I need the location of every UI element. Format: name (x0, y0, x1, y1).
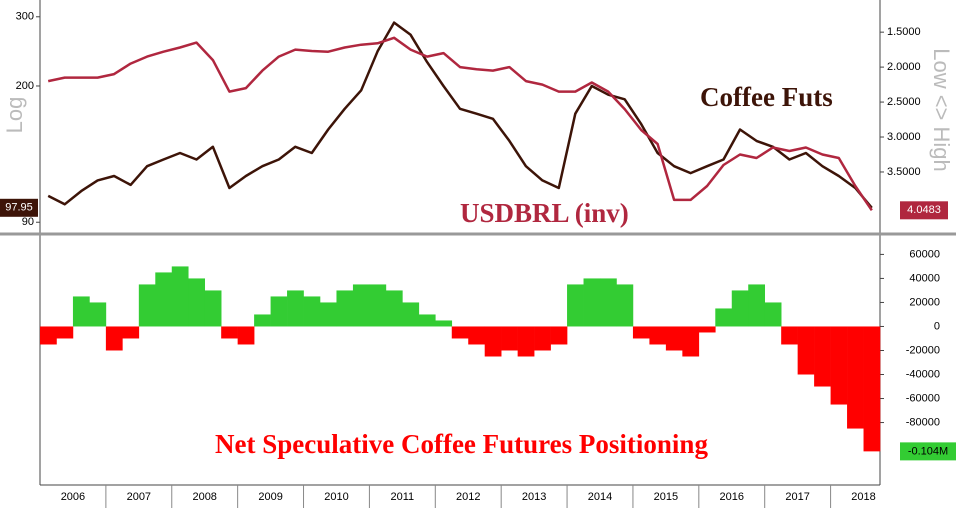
bar (40, 326, 57, 345)
x-tick-label: 2006 (61, 491, 85, 503)
y2-tick-label: 1.5000 (887, 26, 921, 38)
bar (155, 272, 173, 327)
bar (847, 326, 864, 429)
bar (237, 326, 255, 345)
series-line (47, 36, 873, 212)
bar (632, 326, 650, 339)
y-axis-title: Log (2, 97, 27, 134)
bar (105, 326, 123, 351)
bar (468, 326, 486, 345)
bar (138, 284, 156, 327)
bar (385, 290, 403, 327)
last-value-label: -0.104M (908, 445, 948, 457)
bar (501, 326, 518, 351)
x-tick-label: 2015 (654, 491, 678, 503)
bar (764, 302, 782, 327)
x-tick-label: 2013 (522, 491, 546, 503)
bar (402, 302, 420, 327)
x-tick-label: 2012 (456, 491, 480, 503)
bar (814, 326, 831, 387)
x-tick-label: 2017 (785, 491, 809, 503)
bar (72, 296, 90, 327)
x-tick-label: 2018 (851, 491, 875, 503)
bar (781, 326, 798, 345)
y2-tick-label: 2.0000 (887, 61, 921, 73)
bar (649, 326, 667, 345)
bar (320, 302, 337, 327)
x-tick-label: 2016 (720, 491, 744, 503)
bar (435, 320, 453, 327)
bar (418, 314, 436, 327)
bar (583, 278, 601, 327)
bar (600, 278, 617, 327)
x-tick-label: 2008 (192, 491, 216, 503)
y-tick-label: 90 (22, 216, 34, 228)
series-label: Coffee Futs (700, 82, 833, 112)
bar (287, 290, 304, 327)
y-tick-label: -40000 (906, 368, 940, 380)
bar (731, 290, 749, 327)
bar (303, 296, 321, 327)
x-tick-label: 2009 (258, 491, 282, 503)
y-tick-label: -20000 (906, 344, 940, 356)
bar (616, 284, 634, 327)
bar (715, 308, 733, 327)
bar (369, 284, 387, 327)
x-tick-label: 2011 (391, 491, 415, 503)
bar (451, 326, 469, 339)
bar (830, 326, 848, 405)
bar (534, 326, 551, 351)
y2-tick-label: 3.5000 (887, 166, 921, 178)
x-tick-label: 2010 (324, 491, 348, 503)
y-tick-label: 0 (934, 320, 940, 332)
bar (171, 266, 189, 327)
bar (797, 326, 815, 375)
last-value-box (0, 198, 38, 217)
last-value-label: 4.0483 (907, 204, 941, 216)
series-label: USDBRL (inv) (460, 198, 629, 228)
last-value-label: 97.95 (5, 202, 33, 214)
chart-title: Net Speculative Coffee Futures Positioni… (215, 429, 708, 459)
y-tick-label: 40000 (909, 272, 940, 284)
bar (863, 326, 881, 452)
y-tick-label: -60000 (906, 392, 940, 404)
bar (254, 314, 271, 327)
y2-tick-label: 2.5000 (887, 96, 921, 108)
last-value-box (900, 442, 956, 461)
bar (517, 326, 535, 357)
bar (56, 326, 74, 339)
y-tick-label: 20000 (909, 296, 940, 308)
y-tick-label: 60000 (909, 248, 940, 260)
bar (550, 326, 568, 345)
bar (567, 284, 584, 327)
bar (221, 326, 238, 339)
bar (698, 326, 716, 333)
y-tick-label: 300 (16, 11, 34, 23)
y-tick-label: -80000 (906, 416, 940, 428)
bar (270, 296, 288, 327)
bar (89, 302, 107, 327)
y2-tick-label: 3.0000 (887, 131, 921, 143)
bar (665, 326, 683, 351)
bar (748, 284, 766, 327)
bar (682, 326, 700, 357)
last-value-box (900, 201, 948, 220)
y2-axis-title: Low <> High (929, 48, 954, 172)
y-tick-label: 200 (16, 80, 34, 92)
bar (484, 326, 502, 357)
bar (336, 290, 354, 327)
x-tick-label: 2014 (588, 491, 612, 503)
series-line (47, 21, 873, 209)
bar (204, 290, 222, 327)
bar (188, 278, 206, 327)
bar (122, 326, 140, 339)
bar (352, 284, 370, 327)
x-tick-label: 2007 (127, 491, 151, 503)
